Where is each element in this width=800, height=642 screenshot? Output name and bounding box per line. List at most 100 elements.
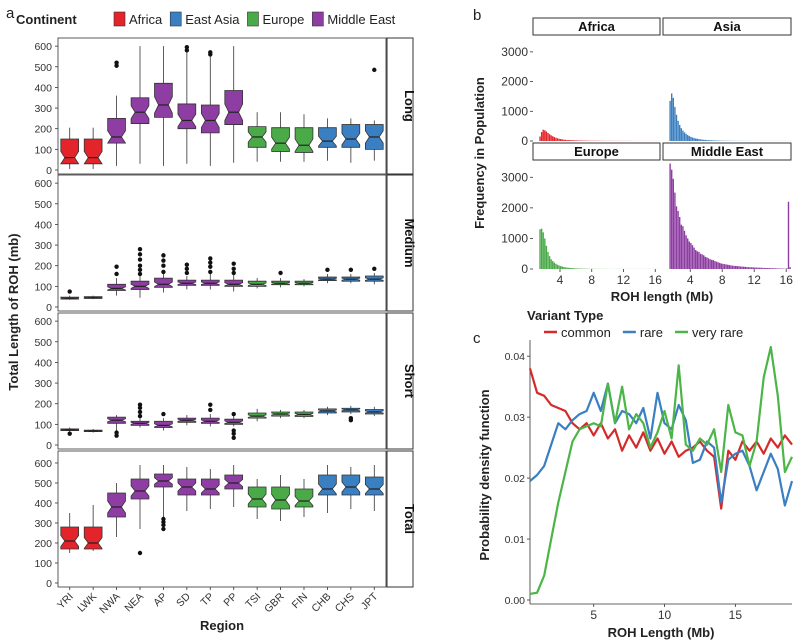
- histogram-bar: [685, 133, 687, 141]
- y-tick-label: 600: [34, 178, 52, 190]
- x-tick-label: 8: [588, 273, 595, 287]
- box-TSI: [247, 486, 267, 508]
- facet-strip: [532, 17, 661, 36]
- histogram-bar: [674, 192, 676, 269]
- outlier-point: [161, 269, 166, 275]
- histogram-bar: [550, 259, 552, 269]
- histogram-bar: [544, 130, 546, 141]
- histogram-bar: [558, 265, 560, 269]
- legend-label: Africa: [129, 12, 163, 27]
- box-AP: [154, 277, 173, 288]
- histogram-bar: [679, 124, 681, 141]
- outlier-point: [231, 431, 236, 436]
- y-tick-label: 100: [34, 558, 52, 570]
- outlier-point: [372, 67, 377, 73]
- histogram-bar: [768, 268, 770, 269]
- histogram-bar: [687, 238, 689, 269]
- box-YRI: [60, 138, 80, 165]
- histogram-bar: [723, 264, 726, 269]
- outlier-point: [325, 267, 330, 273]
- legend-label: very rare: [692, 325, 743, 340]
- y-tick-label: 2000: [501, 201, 528, 215]
- outlier-point: [208, 402, 213, 407]
- histogram-bar: [539, 136, 541, 141]
- y-tick-label: 1000: [501, 231, 528, 245]
- outlier-point: [208, 256, 213, 261]
- histogram-bar: [696, 251, 698, 269]
- box-PP: [224, 474, 244, 490]
- histogram-bar: [711, 259, 713, 269]
- histogram-bar: [711, 140, 713, 141]
- histogram-bar: [680, 224, 682, 269]
- y-tick-label: 200: [34, 261, 52, 273]
- facet-strip: [662, 17, 792, 36]
- histogram-bar: [556, 264, 559, 269]
- outlier-point: [208, 264, 213, 269]
- panel-label-c: c: [473, 330, 481, 347]
- histogram-bar: [669, 163, 671, 269]
- histogram-bar: [695, 250, 697, 269]
- y-tick-label: 0.04: [505, 351, 526, 363]
- outlier-point: [137, 246, 143, 252]
- outlier-point: [184, 48, 190, 53]
- histogram-bar: [561, 139, 563, 141]
- facet-panel: [57, 312, 387, 450]
- outlier-point: [184, 266, 190, 272]
- x-tick-label: JPT: [359, 590, 381, 612]
- histogram-bar: [553, 262, 556, 269]
- facet-label: Medium: [402, 218, 417, 267]
- y-tick-label: 400: [34, 82, 52, 94]
- outlier-point: [278, 270, 283, 276]
- box-NEA: [130, 97, 150, 124]
- outlier-point: [114, 60, 119, 65]
- histogram-bar: [749, 267, 751, 269]
- y-tick-label: 300: [34, 240, 52, 252]
- histogram-bar: [571, 140, 573, 141]
- x-tick-label: PP: [221, 591, 239, 609]
- histogram-bar: [545, 131, 548, 141]
- legend-label: rare: [640, 325, 663, 340]
- histogram-bar: [572, 140, 575, 141]
- series-line-very-rare: [529, 345, 793, 595]
- outlier-point: [161, 263, 166, 268]
- x-tick-label: 4: [557, 273, 564, 287]
- outlier-point: [67, 431, 72, 436]
- histogram-bar: [569, 140, 571, 141]
- histogram-bar: [709, 259, 711, 269]
- x-axis-title: Region: [200, 618, 244, 633]
- y-tick-label: 400: [34, 498, 52, 510]
- outlier-point: [184, 262, 190, 267]
- histogram-bar: [669, 100, 671, 141]
- y-tick-label: 0: [521, 262, 528, 276]
- histogram-bar: [762, 267, 764, 269]
- y-tick-label: 100: [34, 281, 52, 293]
- histogram-bar: [563, 267, 565, 269]
- histogram-bar: [680, 128, 682, 141]
- legend-title: Variant Type: [527, 308, 603, 323]
- legend-swatch-east-asia: [169, 11, 182, 27]
- histogram-bar: [739, 266, 742, 269]
- histogram-bar: [559, 139, 562, 141]
- histogram-bar: [722, 263, 724, 269]
- histogram-bar: [715, 261, 718, 269]
- histogram-bar: [719, 262, 721, 269]
- histogram-bar: [548, 134, 551, 141]
- outlier-point: [137, 413, 143, 419]
- histogram-bar: [760, 267, 762, 269]
- outlier-point: [231, 261, 236, 266]
- histogram-bar: [725, 264, 727, 269]
- box-NWA: [107, 283, 126, 291]
- histogram-bar: [757, 267, 759, 269]
- outlier-point: [137, 550, 143, 556]
- outlier-point: [137, 267, 143, 273]
- histogram-bar: [571, 268, 573, 269]
- y-tick-label: 600: [34, 316, 52, 328]
- histogram-bar: [699, 139, 702, 141]
- histogram-bar: [687, 135, 689, 141]
- box-PP: [224, 90, 244, 125]
- facet-label: Europe: [574, 144, 619, 159]
- histogram-bar: [720, 263, 722, 269]
- histogram-bar: [682, 130, 684, 141]
- histogram-bar: [787, 201, 790, 269]
- histogram-bar: [688, 241, 690, 269]
